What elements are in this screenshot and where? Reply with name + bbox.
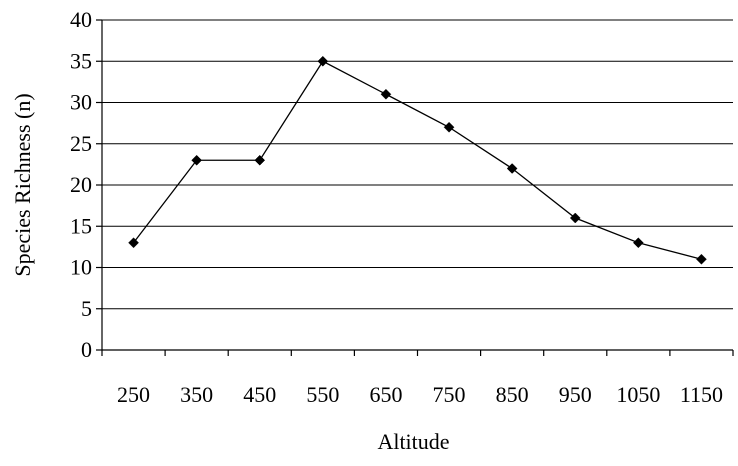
x-tick-label-650: 650 [369, 382, 402, 407]
x-tick-label-1050: 1050 [616, 382, 660, 407]
y-tick-label-20: 20 [70, 172, 92, 197]
data-point-350 [191, 154, 203, 166]
series-line-0 [133, 60, 702, 260]
y-tick-labels: 0 5 10 15 20 25 30 35 40 [70, 7, 92, 362]
gridlines [102, 19, 733, 310]
x-tick-label-250: 250 [117, 382, 150, 407]
data-point-250 [128, 237, 139, 249]
y-tick-label-15: 15 [70, 213, 92, 238]
y-tick-label-30: 30 [70, 90, 92, 115]
data-point-950 [569, 212, 581, 224]
x-axis-label: Altitude [377, 429, 449, 454]
data-point-1150 [696, 253, 707, 265]
x-tick-label-450: 450 [243, 382, 276, 407]
series-group [128, 55, 707, 265]
data-point-450 [254, 154, 266, 166]
data-point-550 [317, 55, 329, 67]
y-tick-label-0: 0 [81, 337, 92, 362]
x-tick-label-950: 950 [559, 382, 592, 407]
data-point-650 [380, 88, 392, 100]
data-point-1050 [632, 237, 644, 249]
x-tick-labels: 250 350 450 550 650 750 850 950 1050 1150 [117, 382, 723, 407]
y-tick-label-5: 5 [81, 296, 92, 321]
x-tick-label-850: 850 [496, 382, 529, 407]
axes [96, 19, 734, 356]
y-tick-label-25: 25 [70, 131, 92, 156]
x-tick-label-550: 550 [306, 382, 339, 407]
x-tick-label-350: 350 [180, 382, 213, 407]
y-tick-label-40: 40 [70, 7, 92, 32]
data-point-850 [506, 163, 518, 174]
data-point-750 [443, 121, 455, 133]
y-tick-label-10: 10 [70, 255, 92, 280]
y-axis-label: Species Richness (n) [10, 93, 35, 276]
x-tick-label-1150: 1150 [680, 382, 723, 407]
y-tick-label-35: 35 [70, 48, 92, 73]
x-tick-label-750: 750 [433, 382, 466, 407]
